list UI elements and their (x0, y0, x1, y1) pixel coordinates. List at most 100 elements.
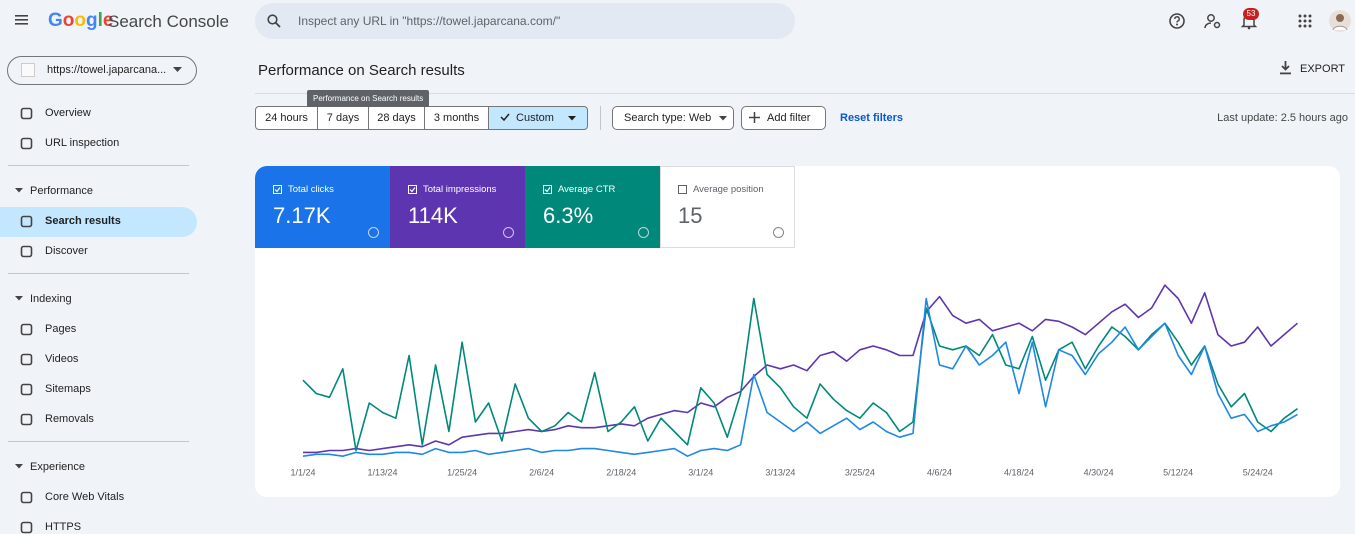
nav-item[interactable]: URL inspection (45, 137, 120, 149)
x-tick-label: 5/12/24 (1163, 467, 1193, 477)
series-line (302, 297, 1298, 452)
nav-active-bg (0, 207, 197, 237)
x-tick-label: 3/1/24 (688, 467, 713, 477)
metric-tile[interactable] (525, 166, 660, 248)
divider (8, 165, 189, 166)
divider (8, 273, 189, 274)
date-range-button[interactable]: Custom (488, 106, 588, 130)
collapse-arrow[interactable] (15, 188, 23, 194)
product-name: Search Console (108, 12, 229, 31)
collapse-arrow[interactable] (15, 464, 23, 470)
nav-section-title[interactable]: Experience (30, 461, 86, 473)
check-icon (500, 113, 510, 122)
x-tick-label: 1/25/24 (447, 467, 477, 477)
date-range-label: 28 days (377, 112, 416, 124)
avatar[interactable] (1328, 9, 1352, 33)
add-filter-button[interactable]: Add filter (741, 106, 826, 130)
date-range-label: 24 hours (265, 112, 308, 124)
nav-icon (20, 107, 33, 120)
add-filter-label: Add filter (767, 112, 811, 124)
search-type-label: Search type: Web (624, 112, 712, 124)
page: Search Console {"header": {"logo": "Goog… (0, 3, 1355, 534)
metric-checkbox (543, 185, 552, 194)
date-range-label: Custom (516, 112, 554, 124)
property-selector[interactable] (7, 56, 197, 85)
check-icon (274, 187, 281, 193)
property-favicon (21, 63, 35, 77)
check-icon (544, 187, 551, 193)
performance-chart: 1/1/24 1/13/24 1/25/24 2/6/24 2/18/24 3/1/24 3… (290, 284, 1299, 477)
metric-tile[interactable] (660, 166, 795, 248)
date-range-button[interactable]: 7 days (317, 106, 369, 130)
search-placeholder: Inspect any URL in "https://towel.japarc… (298, 14, 561, 28)
nav-item[interactable]: Search results (45, 215, 121, 227)
nav-icon (20, 137, 33, 150)
search-box[interactable] (255, 3, 795, 39)
nav-item[interactable]: Videos (45, 353, 79, 365)
metric-label: Average CTR (558, 184, 616, 195)
export-button[interactable]: EXPORT (1300, 63, 1346, 75)
nav-icon (20, 245, 33, 258)
reset-filters[interactable]: Reset filters (840, 112, 903, 124)
metric-help (638, 227, 649, 238)
metric-value: 114K (408, 203, 458, 228)
date-range-button[interactable]: 3 months (424, 106, 489, 130)
nav-item[interactable]: Removals (45, 413, 94, 425)
nav-item[interactable]: Discover (45, 245, 88, 257)
date-range-label: 3 months (433, 112, 480, 124)
dropdown-arrow (719, 116, 727, 121)
nav-icon (20, 215, 33, 228)
search-type-filter[interactable]: Search type: Web (612, 106, 734, 130)
nav-item[interactable]: Sitemaps (45, 383, 91, 395)
notification-badge: 53 (1243, 8, 1259, 20)
metric-tile[interactable] (390, 166, 525, 248)
metric-checkbox (678, 185, 687, 194)
metric-help (503, 227, 514, 238)
dropdown-arrow (567, 116, 576, 121)
separator (600, 106, 601, 130)
check-icon (409, 187, 416, 193)
metric-label: Average position (693, 184, 764, 195)
nav-icon (20, 383, 33, 396)
x-tick-label: 1/13/24 (368, 467, 398, 477)
date-range-button[interactable]: 24 hours (255, 106, 318, 130)
nav-icon (20, 413, 33, 426)
metric-help (368, 227, 379, 238)
nav-item[interactable]: Core Web Vitals (45, 491, 125, 503)
apps-icon[interactable] (1298, 14, 1312, 28)
metric-checkbox (273, 185, 282, 194)
nav-icon (20, 521, 33, 534)
nav-section-title[interactable]: Indexing (30, 293, 72, 305)
search-console: Google Search Console Inspect any URL in… (0, 3, 1355, 534)
plus-icon (749, 112, 760, 123)
metric-label: Total clicks (288, 184, 334, 195)
x-tick-label: 3/13/24 (765, 467, 795, 477)
help-icon[interactable] (1168, 12, 1186, 30)
series-line (302, 297, 1298, 457)
tooltip: Performance on Search results (307, 90, 430, 107)
x-tick-label: 4/6/24 (927, 467, 952, 477)
metric-value: 7.17K (273, 203, 331, 228)
metric-value: 15 (678, 203, 703, 228)
search-icon (267, 14, 281, 28)
nav-item[interactable]: Pages (45, 323, 77, 335)
series-line (303, 284, 1299, 454)
metric-help (773, 227, 784, 238)
menu-icon[interactable] (14, 12, 30, 28)
date-range-label: 7 days (326, 112, 360, 124)
nav-item[interactable]: HTTPS (45, 521, 82, 533)
metric-tile[interactable] (255, 166, 390, 248)
settings-icon[interactable] (1204, 12, 1222, 30)
x-tick-label: 4/18/24 (1004, 467, 1034, 477)
last-update: Last update: 2.5 hours ago (1217, 112, 1348, 124)
metric-label: Total impressions (423, 184, 497, 195)
logo[interactable]: Google (48, 10, 114, 31)
nav-section-title[interactable]: Performance (30, 185, 93, 197)
nav-item[interactable]: Overview (45, 107, 91, 119)
metric-checkbox (408, 185, 417, 194)
property-name: https://towel.japarcana... (47, 64, 167, 76)
toolbar-divider (255, 93, 1355, 94)
x-tick-label: 5/24/24 (1243, 467, 1273, 477)
page-title: Performance on Search results (258, 62, 465, 79)
collapse-arrow[interactable] (15, 296, 23, 302)
